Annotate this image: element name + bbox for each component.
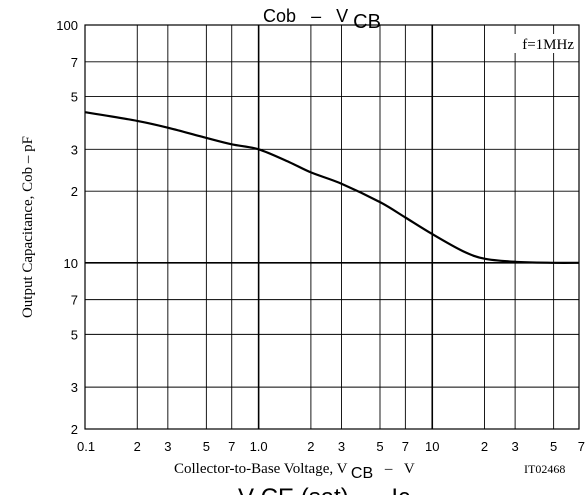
x-axis-label-sub: CB bbox=[351, 465, 373, 482]
x-tick-label: 7 bbox=[402, 439, 409, 454]
x-axis-label-unit: V bbox=[404, 461, 415, 477]
y-tick-label: 7 bbox=[71, 293, 78, 308]
y-tick-labels: 2 3 5 7 10 2 3 5 7 100 bbox=[56, 18, 78, 437]
y-tick-label: 7 bbox=[71, 55, 78, 70]
x-tick-label: 3 bbox=[164, 439, 171, 454]
x-tick-label: 7 bbox=[228, 439, 235, 454]
y-tick-label: 5 bbox=[71, 90, 78, 105]
grid-major bbox=[85, 25, 579, 429]
x-tick-label: 3 bbox=[511, 439, 518, 454]
plot-frame bbox=[84, 24, 580, 430]
cob-vs-vcb-curve bbox=[84, 111, 580, 264]
y-tick-label: 100 bbox=[56, 18, 78, 33]
frequency-annotation-box bbox=[495, 34, 575, 53]
y-axis-label: Output Capacitance, Cob – pF bbox=[20, 136, 36, 318]
next-chart-title-fragment: V CE (sat) – Ic bbox=[238, 484, 410, 495]
x-tick-labels: 0.1 2 3 5 7 1.0 2 3 5 7 10 2 3 5 7 bbox=[77, 439, 585, 454]
x-tick-label: 0.1 bbox=[77, 439, 95, 454]
grid-minor bbox=[85, 25, 579, 429]
next-title-sat: (sat) bbox=[301, 484, 349, 495]
chart-title-dash: – bbox=[311, 6, 321, 26]
x-tick-label: 1.0 bbox=[250, 439, 268, 454]
y-tick-label: 10 bbox=[64, 256, 78, 271]
x-tick-label: 10 bbox=[425, 439, 439, 454]
x-tick-label: 5 bbox=[203, 439, 210, 454]
x-axis-label-dash: – bbox=[384, 461, 393, 477]
x-axis-label-main: Collector-to-Base Voltage, V bbox=[174, 461, 348, 477]
frequency-annotation: f=1MHz bbox=[522, 37, 574, 53]
next-title-dash: – bbox=[363, 484, 377, 495]
x-tick-label: 3 bbox=[338, 439, 345, 454]
x-tick-label: 5 bbox=[376, 439, 383, 454]
chart-title-sub: CB bbox=[353, 11, 381, 33]
chart-title-v: V bbox=[336, 6, 348, 26]
y-tick-label: 3 bbox=[71, 142, 78, 157]
y-tick-label: 2 bbox=[71, 184, 78, 199]
x-tick-label: 2 bbox=[481, 439, 488, 454]
x-axis-label: Collector-to-Base Voltage, V CB – V bbox=[174, 461, 415, 482]
series-group bbox=[84, 111, 580, 264]
y-tick-label: 5 bbox=[71, 327, 78, 342]
chart-title-main: Cob bbox=[263, 6, 296, 26]
next-title-ic: Ic bbox=[391, 484, 410, 495]
x-tick-label: 2 bbox=[307, 439, 314, 454]
x-tick-label: 5 bbox=[550, 439, 557, 454]
chart-title: Cob – V CB bbox=[263, 6, 381, 33]
x-tick-label: 2 bbox=[134, 439, 141, 454]
y-tick-label: 3 bbox=[71, 380, 78, 395]
next-title-ce: CE bbox=[261, 484, 294, 495]
figure-code: IT02468 bbox=[524, 462, 565, 476]
next-title-v: V bbox=[238, 484, 254, 495]
x-tick-label: 7 bbox=[578, 439, 585, 454]
y-tick-label: 2 bbox=[71, 422, 78, 437]
